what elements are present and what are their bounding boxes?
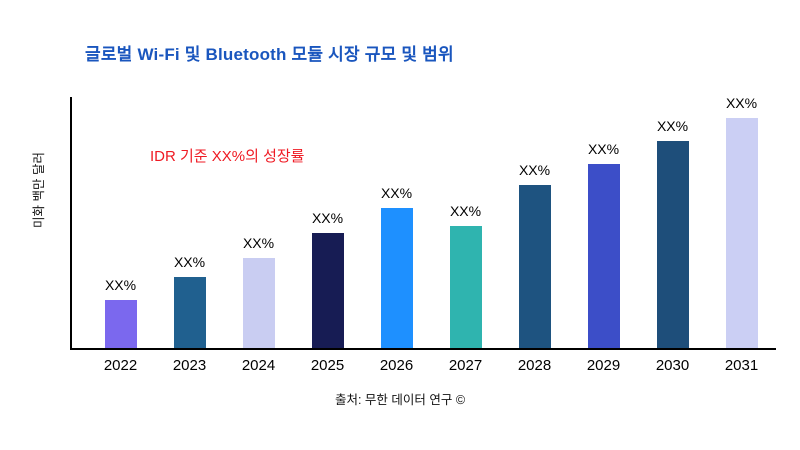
bar-column-2028: XX% — [500, 162, 569, 348]
x-tick-label-2029: 2029 — [586, 357, 621, 374]
bar-column-2026: XX% — [362, 185, 431, 348]
chart-title: 글로벌 Wi-Fi 및 Bluetooth 모듈 시장 규모 및 범위 — [85, 45, 454, 64]
chart-bar-2030 — [656, 141, 689, 348]
x-tick-label-2031: 2031 — [724, 357, 759, 374]
chart-bar-2028 — [518, 185, 551, 348]
x-tick-label-2023: 2023 — [172, 357, 207, 374]
x-tick-label-2024: 2024 — [241, 357, 276, 374]
bar-column-2022: XX% — [86, 277, 155, 348]
bar-column-2024: XX% — [224, 235, 293, 348]
chart-bar-2025 — [311, 233, 344, 348]
bar-value-label: XX% — [656, 118, 689, 134]
bar-column-2027: XX% — [431, 203, 500, 348]
plot-area: IDR 기준 XX%의 성장률 XX% XX% XX% XX% XX% XX% XX% XX%… — [70, 95, 776, 374]
bar-value-label: XX% — [449, 203, 482, 219]
bar-value-label: XX% — [104, 277, 137, 293]
x-tick-label-2030: 2030 — [655, 357, 690, 374]
chart-bar-2027 — [449, 226, 482, 348]
chart-bar-2023 — [173, 277, 206, 348]
bar-value-label: XX% — [725, 95, 758, 111]
x-tick-label-2022: 2022 — [103, 357, 138, 374]
chart-bar-2031 — [725, 118, 758, 348]
x-tick-label-2028: 2028 — [517, 357, 552, 374]
x-tick-label-2027: 2027 — [448, 357, 483, 374]
chart-bar-2022 — [104, 300, 137, 348]
chart-bar-2026 — [380, 208, 413, 348]
bar-column-2023: XX% — [155, 254, 224, 348]
bar-column-2025: XX% — [293, 210, 362, 348]
bar-value-label: XX% — [173, 254, 206, 270]
chart-bar-2029 — [587, 164, 620, 348]
x-tick-label-2025: 2025 — [310, 357, 345, 374]
source-footer: 출처: 무한 데이터 연구 © — [334, 393, 466, 407]
chart-bar-2024 — [242, 258, 275, 348]
growth-annotation: IDR 기준 XX%의 성장률 — [150, 148, 305, 165]
bar-value-label: XX% — [242, 235, 275, 251]
x-tick-label-2026: 2026 — [379, 357, 414, 374]
bar-value-label: XX% — [311, 210, 344, 226]
bar-value-label: XX% — [518, 162, 551, 178]
y-axis-label: 미화 백만 달러 — [32, 152, 46, 228]
bars-row: XX% XX% XX% XX% XX% XX% XX% XX% XX% XX% — [72, 95, 776, 348]
bar-column-2029: XX% — [569, 141, 638, 348]
bar-value-label: XX% — [380, 185, 413, 201]
bar-column-2030: XX% — [638, 118, 707, 348]
xticks-row: 2022 2023 2024 2025 2026 2027 2028 2029 2030 2031 — [72, 348, 776, 374]
bar-column-2031: XX% — [707, 95, 776, 348]
bar-value-label: XX% — [587, 141, 620, 157]
